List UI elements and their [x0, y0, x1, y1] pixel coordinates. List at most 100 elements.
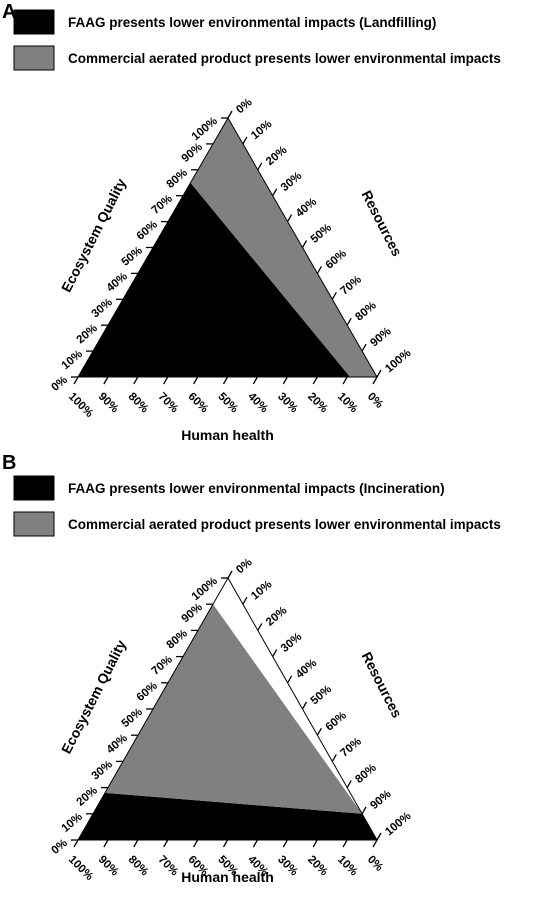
legend-label: FAAG presents lower environmental impact…: [68, 15, 436, 30]
bottom-tick-label: 70%: [156, 854, 181, 879]
tick-mark: [222, 839, 229, 848]
tick-mark: [73, 376, 79, 385]
tick-mark: [342, 376, 348, 385]
tick-mark: [133, 376, 139, 385]
right-tick-label: 90%: [368, 788, 393, 812]
bottom-tick-label: 50%: [215, 391, 240, 416]
region-faag: [78, 182, 351, 377]
tick-mark: [193, 839, 199, 848]
right-tick-label: 50%: [309, 222, 334, 246]
right-tick-label: 30%: [279, 170, 304, 194]
tick-mark: [342, 839, 348, 848]
right-tick-label: 80%: [353, 300, 378, 324]
right-axis-title: Resources: [359, 188, 406, 259]
tick-mark: [376, 369, 382, 378]
right-tick-label: 100%: [383, 810, 413, 838]
left-tick-label: 10%: [60, 811, 85, 835]
tick-mark: [316, 266, 322, 274]
left-tick-label: 20%: [75, 785, 100, 809]
bottom-tick-label: 0%: [365, 391, 385, 411]
tick-mark: [282, 376, 288, 385]
tick-mark: [361, 806, 367, 815]
right-tick-label: 20%: [264, 144, 289, 168]
legend-swatch: [13, 475, 55, 501]
tick-mark: [331, 754, 337, 762]
tick-mark: [73, 839, 79, 848]
left-tick-label: 20%: [75, 322, 100, 346]
tick-mark: [376, 832, 382, 841]
right-tick-label: 40%: [294, 196, 319, 220]
region-commercial: [190, 118, 377, 377]
bottom-tick-label: 20%: [305, 854, 330, 879]
tick-mark: [252, 839, 258, 848]
bottom-tick-label: 80%: [126, 854, 151, 879]
region-commercial: [105, 578, 363, 814]
right-tick-label: 70%: [339, 736, 364, 760]
panel-label: A: [2, 1, 16, 23]
legend-label: Commercial aerated product presents lowe…: [68, 517, 501, 532]
region-faag: [78, 792, 377, 840]
right-axis-title: Resources: [359, 649, 406, 720]
tick-mark: [361, 343, 367, 352]
tick-mark: [227, 570, 233, 579]
tick-mark: [312, 839, 318, 848]
tick-mark: [287, 214, 293, 222]
left-tick-label: 40%: [105, 732, 130, 756]
bottom-tick-label: 100%: [66, 854, 95, 883]
tick-mark: [242, 136, 248, 145]
legend-label: Commercial aerated product presents lowe…: [68, 51, 501, 66]
tick-mark: [103, 376, 109, 385]
bottom-tick-label: 0%: [365, 854, 385, 874]
bottom-tick-label: 10%: [335, 391, 360, 416]
left-tick-label: 70%: [150, 193, 175, 217]
tick-mark: [272, 188, 278, 197]
bottom-tick-label: 30%: [275, 854, 300, 879]
right-tick-label: 60%: [324, 248, 349, 272]
bottom-tick-label: 20%: [305, 391, 330, 416]
left-tick-label: 40%: [105, 271, 130, 295]
right-tick-label: 30%: [279, 631, 304, 655]
left-tick-label: 90%: [180, 601, 205, 625]
tick-mark: [301, 240, 308, 248]
left-tick-label: 0%: [49, 837, 69, 857]
tick-mark: [331, 291, 337, 300]
tick-mark: [252, 376, 258, 385]
tick-mark: [272, 649, 278, 657]
right-tick-label: 20%: [264, 605, 289, 629]
left-tick-label: 80%: [165, 628, 190, 652]
tick-mark: [372, 376, 378, 385]
right-tick-label: 60%: [324, 710, 349, 734]
tick-mark: [103, 839, 109, 848]
tick-mark: [287, 675, 293, 684]
ternary-panel-a: A FAAG presents lower environmental impac…: [2, 1, 501, 443]
tick-mark: [257, 623, 263, 631]
tick-mark: [301, 701, 308, 710]
right-tick-label: 80%: [353, 762, 378, 786]
bottom-axis-title: Human health: [181, 869, 274, 885]
right-tick-label: 0%: [234, 96, 254, 116]
right-tick-label: 50%: [309, 683, 334, 707]
left-tick-label: 0%: [49, 374, 69, 394]
left-tick-label: 50%: [120, 706, 145, 730]
tick-mark: [372, 839, 378, 848]
tick-mark: [133, 839, 139, 848]
bottom-tick-label: 90%: [96, 391, 121, 416]
tick-mark: [312, 376, 318, 385]
bottom-tick-label: 40%: [245, 391, 270, 416]
left-tick-label: 50%: [120, 245, 145, 269]
left-tick-label: 100%: [190, 575, 220, 603]
bottom-axis-title: Human health: [181, 427, 274, 443]
tick-mark: [163, 839, 169, 848]
bottom-tick-label: 70%: [156, 391, 181, 416]
tick-mark: [257, 162, 263, 171]
left-tick-label: 70%: [150, 654, 175, 678]
right-tick-label: 70%: [339, 274, 364, 298]
right-tick-label: 10%: [249, 579, 274, 603]
left-tick-label: 60%: [135, 680, 160, 704]
tick-mark: [346, 780, 352, 788]
left-tick-label: 10%: [60, 348, 85, 372]
bottom-tick-label: 100%: [66, 391, 95, 420]
panel-label: B: [2, 452, 16, 474]
bottom-tick-label: 10%: [335, 854, 360, 879]
